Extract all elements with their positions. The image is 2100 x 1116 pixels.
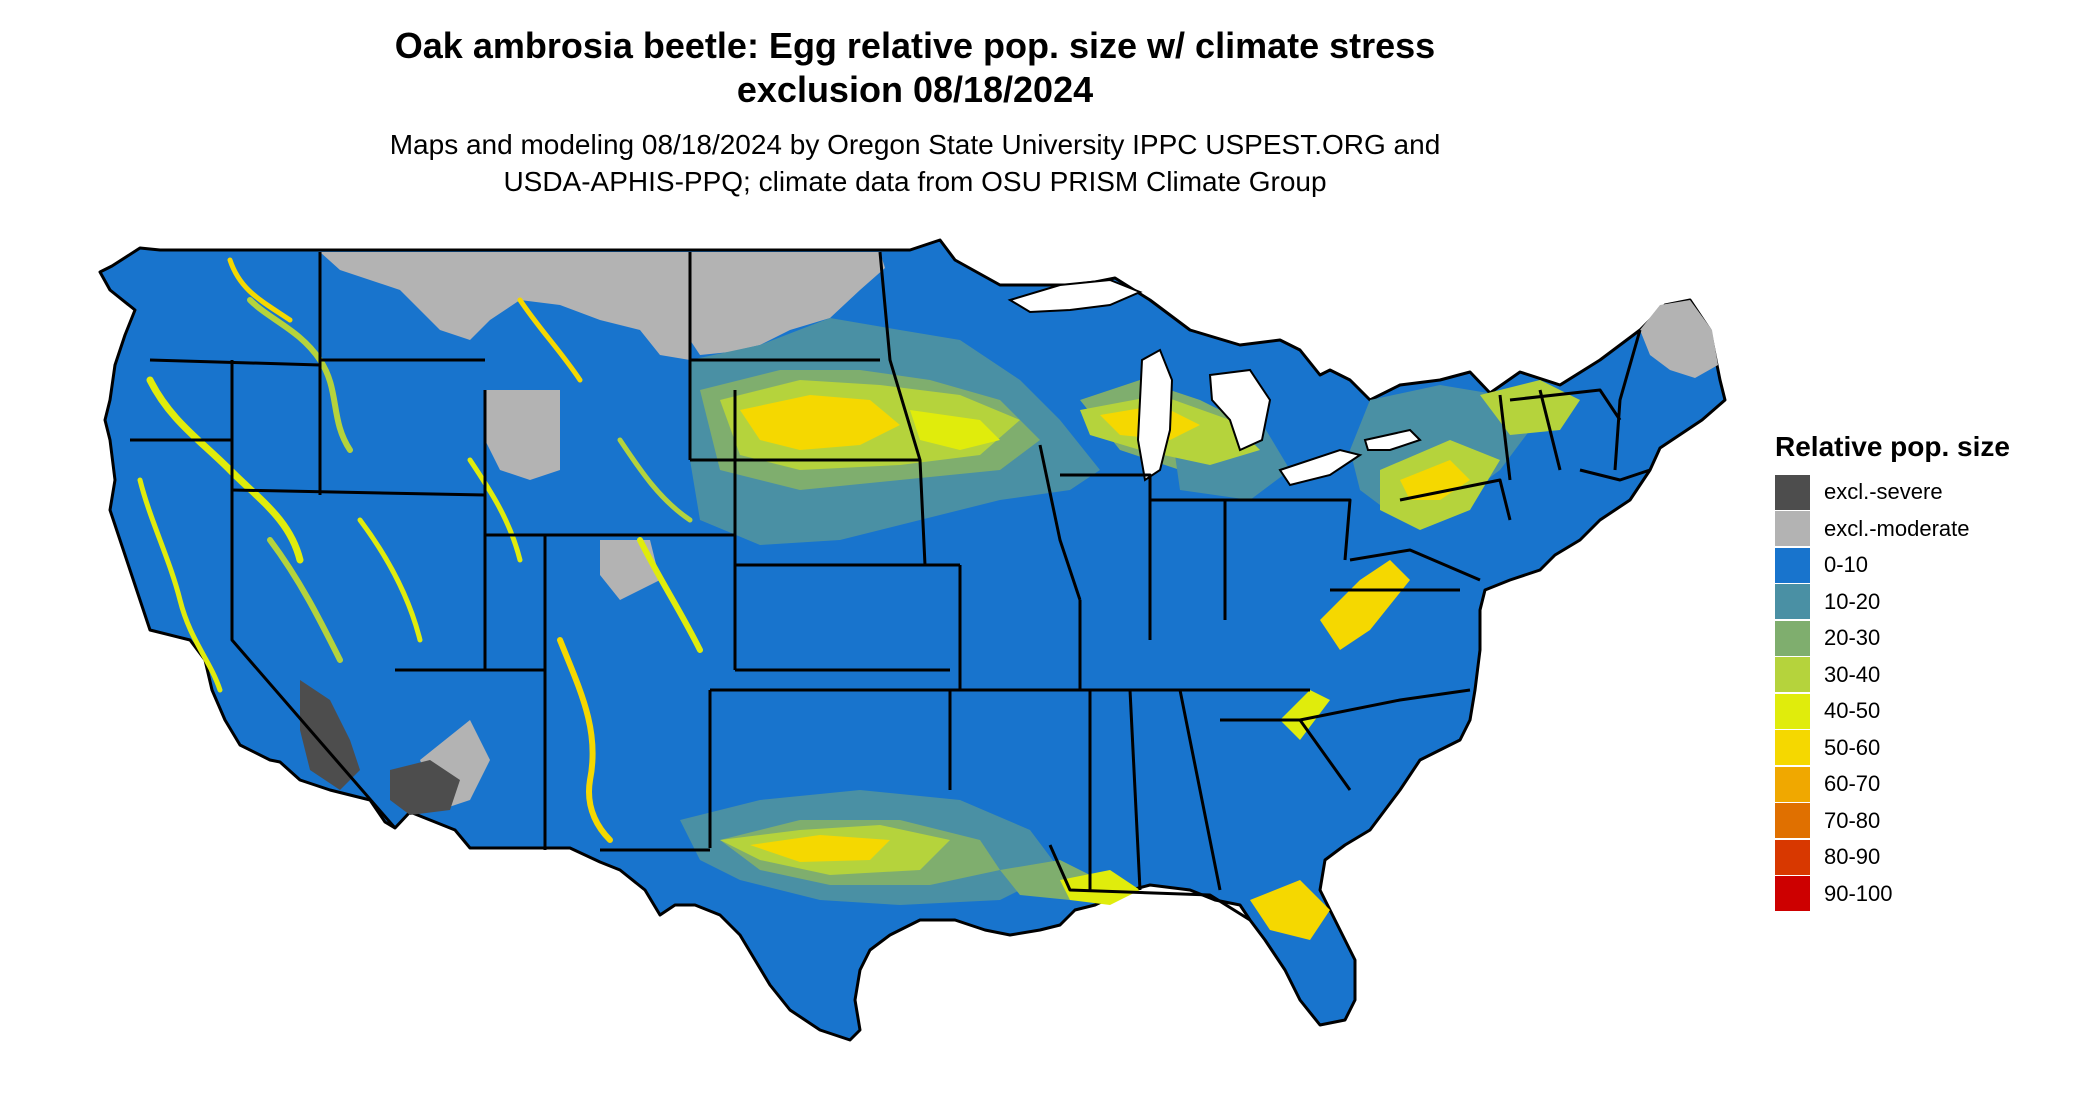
legend-swatch: [1775, 730, 1810, 766]
legend-swatch: [1775, 657, 1810, 693]
legend-item: 80-90: [1775, 839, 2075, 876]
map-title: Oak ambrosia beetle: Egg relative pop. s…: [0, 24, 1830, 112]
great-lakes: [1007, 278, 1422, 487]
title-line-1: Oak ambrosia beetle: Egg relative pop. s…: [394, 25, 1436, 66]
lake-ontario: [1363, 428, 1422, 451]
legend-item: 60-70: [1775, 766, 2075, 803]
legend-swatch: [1775, 803, 1810, 839]
lake-michigan: [1136, 348, 1174, 482]
legend-item: 70-80: [1775, 803, 2075, 840]
legend-label: 40-50: [1824, 698, 1881, 724]
lake-superior: [1007, 278, 1143, 314]
legend-items: excl.-severe excl.-moderate 0-10 10-20 2…: [1775, 474, 2075, 912]
legend-swatch: [1775, 876, 1810, 912]
legend-swatch: [1775, 584, 1810, 620]
legend-swatch: [1775, 839, 1810, 875]
legend-label: 80-90: [1824, 844, 1881, 870]
legend-item: 40-50: [1775, 693, 2075, 730]
legend-title: Relative pop. size: [1775, 431, 2010, 462]
legend-item: excl.-moderate: [1775, 511, 2075, 548]
legend-swatch: [1775, 547, 1810, 583]
lake-erie: [1278, 448, 1363, 487]
legend-item: 0-10: [1775, 547, 2075, 584]
legend-label: 50-60: [1824, 734, 1881, 760]
subtitle-line-2: USDA-APHIS-PPQ; climate data from OSU PR…: [503, 166, 1327, 197]
legend-swatch: [1775, 511, 1810, 547]
legend-item: 90-100: [1775, 876, 2075, 913]
legend-item: 10-20: [1775, 584, 2075, 621]
state-borders: [130, 251, 1651, 922]
us-map: [98, 238, 1727, 1042]
legend-item: 30-40: [1775, 657, 2075, 694]
legend-label: 0-10: [1824, 552, 1869, 578]
lake-huron: [1208, 368, 1272, 452]
legend-item: 20-30: [1775, 620, 2075, 657]
legend-label: excl.-moderate: [1824, 515, 1970, 541]
legend-swatch: [1775, 474, 1810, 510]
legend-item: 50-60: [1775, 730, 2075, 767]
legend-swatch: [1775, 620, 1810, 656]
legend-item: excl.-severe: [1775, 474, 2075, 511]
legend-label: 60-70: [1824, 771, 1881, 797]
subtitle-line-1: Maps and modeling 08/18/2024 by Oregon S…: [389, 129, 1441, 160]
title-line-2: exclusion 08/18/2024: [736, 69, 1094, 110]
legend-swatch: [1775, 766, 1810, 802]
legend-label: 20-30: [1824, 625, 1881, 651]
map-legend: Relative pop. size excl.-severe excl.-mo…: [1775, 430, 2075, 912]
excl-severe-regions: [300, 680, 460, 815]
legend-swatch: [1775, 693, 1810, 729]
map-subtitle: Maps and modeling 08/18/2024 by Oregon S…: [0, 126, 1830, 200]
legend-label: 90-100: [1824, 880, 1893, 906]
legend-label: excl.-severe: [1824, 479, 1943, 505]
legend-label: 70-80: [1824, 807, 1881, 833]
legend-label: 30-40: [1824, 661, 1881, 687]
legend-label: 10-20: [1824, 588, 1881, 614]
